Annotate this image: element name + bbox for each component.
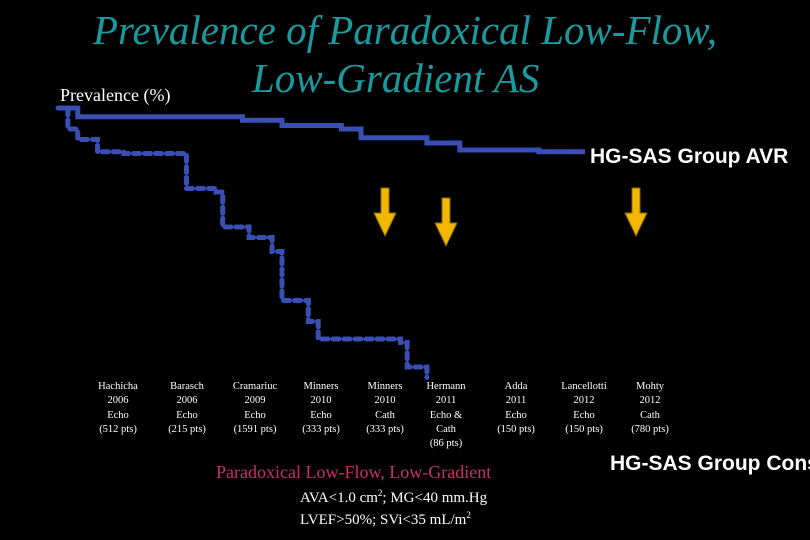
study-label: Minners 2010 Cath (333 pts) [350, 380, 420, 437]
chart-title-line2: Low-Gradient AS [252, 55, 540, 101]
study-label-line: 2006 [107, 395, 129, 407]
study-label: Minners 2010 Echo (333 pts) [286, 380, 356, 437]
down-arrow-icon [624, 187, 648, 238]
series-line-0 [58, 105, 585, 155]
study-label-line: Cramariuc [232, 381, 278, 392]
study-label-line: Cath [375, 409, 395, 421]
series-label-0: HG-SAS Group AVR [590, 145, 788, 168]
study-label-line: Minners [303, 381, 339, 392]
study-label: Cramariuc 2009 Echo (1591 pts) [220, 380, 290, 437]
study-label-line: (333 pts) [302, 423, 340, 435]
study-label-line: Echo [505, 409, 527, 421]
study-label-line: Mohty [635, 381, 664, 392]
study-label-line: (333 pts) [366, 423, 404, 435]
study-label-line: Echo [573, 409, 595, 421]
study-label: Lancellotti 2012 Echo (150 pts) [549, 380, 619, 437]
study-label: Hermann 2011 Echo & Cath (86 pts) [411, 380, 481, 451]
study-label: Hachicha 2006 Echo (512 pts) [83, 380, 153, 437]
study-label-line: (86 pts) [429, 438, 463, 450]
series-label-1: HG-SAS Group Cons. [610, 452, 810, 475]
study-label: Mohty 2012 Cath (780 pts) [615, 380, 685, 437]
footer-criteria-line2: LVEF>50%; SVi<35 mL/m2 [300, 510, 471, 528]
arrow-layer [373, 187, 648, 248]
study-label-line: Echo [107, 409, 129, 421]
down-arrow-icon [434, 197, 458, 248]
study-label-line: Minners [367, 381, 403, 392]
study-label-line: Echo [244, 409, 266, 421]
study-label-line: (215 pts) [168, 423, 206, 435]
study-label-line: 2010 [374, 395, 396, 407]
study-label-line: 2012 [639, 395, 661, 407]
study-label-line: (1591 pts) [233, 423, 277, 435]
study-label-line: 2009 [244, 395, 266, 407]
series-layer [55, 105, 585, 380]
study-label-line: Hermann [426, 381, 466, 392]
footer-title: Paradoxical Low-Flow, Low-Gradient [216, 462, 492, 482]
series-line-1 [55, 105, 430, 380]
study-label-line: (150 pts) [497, 423, 535, 435]
study-label-line: Cath [436, 423, 456, 435]
study-label-line: Echo [310, 409, 332, 421]
study-label-line: 2010 [310, 395, 332, 407]
study-label-line: 2006 [176, 395, 198, 407]
study-label-line: (512 pts) [99, 423, 137, 435]
study-label-line: 2011 [505, 395, 527, 407]
study-label-line: Cath [640, 409, 660, 421]
chart-title-line1: Prevalence of Paradoxical Low-Flow, [93, 7, 717, 53]
study-label-line: (780 pts) [631, 423, 669, 435]
study-label-line: Echo [176, 409, 198, 421]
study-label-line: Adda [504, 381, 528, 392]
y-axis-label: Prevalence (%) [60, 85, 171, 105]
study-label: Barasch 2006 Echo (215 pts) [152, 380, 222, 437]
study-label-line: Hachicha [98, 381, 138, 392]
study-label-line: Lancellotti [561, 381, 607, 392]
study-label-line: (150 pts) [565, 423, 603, 435]
down-arrow-icon [373, 187, 397, 238]
legend-layer: HG-SAS Group AVR HG-SAS Group Cons. [590, 145, 810, 475]
study-label-line: Echo & [429, 409, 463, 421]
study-label: Adda 2011 Echo (150 pts) [481, 380, 551, 437]
study-label-line: Barasch [170, 381, 204, 392]
study-label-line: 2011 [435, 395, 457, 407]
footer-criteria-line1: AVA<1.0 cm2; MG<40 mm.Hg [300, 488, 488, 506]
study-label-line: 2012 [573, 395, 595, 407]
